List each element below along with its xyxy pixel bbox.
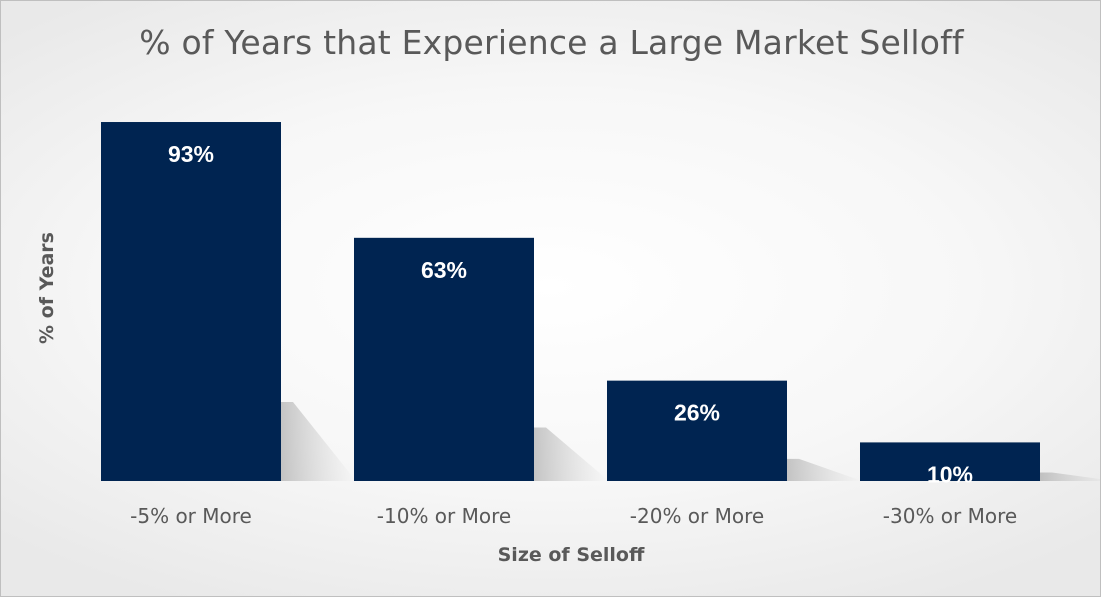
bar-shadow: [281, 402, 356, 481]
x-tick-label: -10% or More: [377, 504, 511, 528]
bar-value-label: 63%: [421, 257, 467, 283]
x-axis-title: Size of Selloff: [498, 544, 645, 566]
x-tick-labels: -5% or More -10% or More -20% or More -30% …: [130, 504, 1017, 528]
bar: [101, 122, 281, 482]
bar-shadow: [787, 458, 862, 481]
y-axis-title: % of Years: [36, 232, 58, 344]
bar: [607, 380, 787, 481]
bar: [354, 237, 534, 481]
bar-value-label: 10%: [927, 461, 973, 487]
x-tick-label: -30% or More: [883, 504, 1017, 528]
bar-shadow: [1040, 472, 1100, 481]
bar-value-label: 93%: [168, 141, 214, 167]
x-tick-label: -5% or More: [130, 504, 252, 528]
x-tick-label: -20% or More: [630, 504, 764, 528]
bar-value-labels: 93% 63% 26% 10%: [168, 141, 973, 487]
bars: [101, 122, 1040, 482]
bar-shadows: [281, 402, 1100, 481]
bar: [860, 442, 1040, 481]
chart-title: % of Years that Experience a Large Marke…: [139, 23, 964, 62]
bar-shadow: [534, 427, 609, 481]
bar-value-label: 26%: [674, 400, 720, 426]
